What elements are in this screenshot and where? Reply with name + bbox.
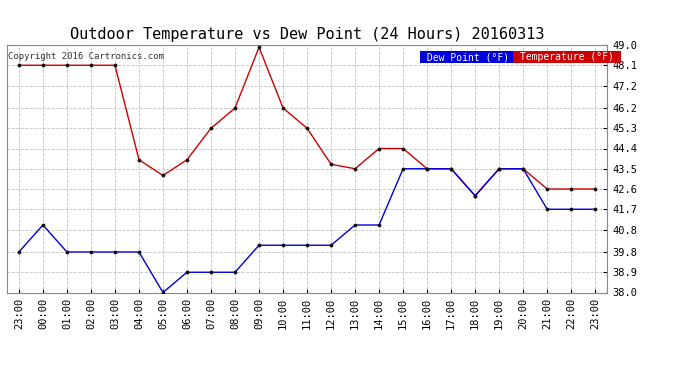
Text: Dew Point (°F): Dew Point (°F): [421, 53, 515, 62]
Text: Temperature (°F): Temperature (°F): [514, 53, 620, 62]
Text: Copyright 2016 Cartronics.com: Copyright 2016 Cartronics.com: [8, 53, 164, 62]
Title: Outdoor Temperature vs Dew Point (24 Hours) 20160313: Outdoor Temperature vs Dew Point (24 Hou…: [70, 27, 544, 42]
